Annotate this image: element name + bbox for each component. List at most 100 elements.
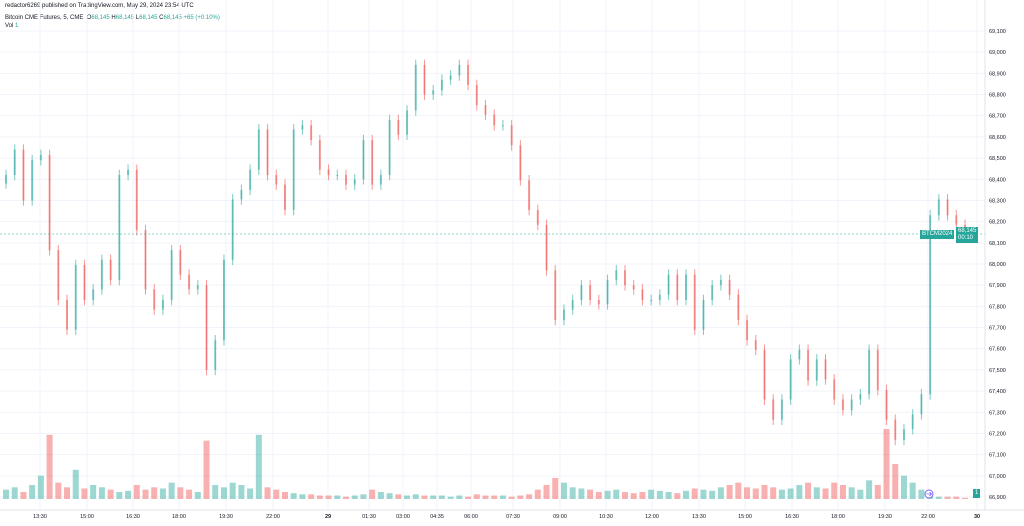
candle-body: [955, 215, 958, 225]
candle-body: [144, 230, 147, 290]
volume-bar: [709, 490, 716, 499]
symbol-name[interactable]: Bitcoin CME Futures, 5, CME: [5, 15, 84, 21]
volume-bar: [430, 495, 437, 499]
volume-bar: [456, 495, 463, 499]
candle-body: [754, 340, 757, 350]
volume-bar: [386, 493, 393, 499]
time-tick-label: 04:35: [430, 514, 444, 520]
candle-body: [667, 274, 670, 295]
volume-bar: [900, 475, 907, 499]
price-tick-label: 68,900: [989, 71, 1006, 77]
price-tick-label: 69,000: [989, 50, 1006, 56]
open-value: 68,145: [91, 15, 110, 21]
time-tick-label: 19:30: [878, 514, 892, 520]
volume-bar: [552, 478, 559, 499]
candle-body: [196, 285, 199, 290]
candle-body: [257, 129, 260, 170]
volume-bar: [630, 493, 637, 499]
volume-bar: [290, 493, 297, 499]
volume-bar: [116, 492, 123, 499]
volume-bar: [534, 489, 541, 499]
candle-body: [606, 279, 609, 305]
candle-body: [170, 250, 173, 301]
price-tick-label: 68,700: [989, 114, 1006, 120]
volume-bars: [3, 429, 968, 499]
volume-bar: [526, 494, 533, 499]
volume-bar: [813, 487, 820, 499]
candle-body: [763, 349, 766, 400]
volume-bar: [892, 464, 899, 499]
candle-body: [205, 285, 208, 370]
candle-body: [388, 119, 391, 176]
volume-bar: [308, 494, 315, 499]
candle-body: [737, 294, 740, 321]
volume-bar: [839, 485, 846, 499]
volume-bar: [517, 495, 524, 499]
volume-bar: [491, 495, 498, 499]
time-axis[interactable]: 13:30 15:00 16:30 18:00 19:30 22:00 29 01:30 03:…: [33, 514, 980, 520]
price-axis[interactable]: 69,100 69,000 68,900 68,800 68,700 68,600 68,5…: [989, 29, 1006, 501]
volume-bar: [377, 492, 384, 499]
candle-body: [74, 265, 77, 330]
volume-bar: [621, 492, 628, 499]
volume-bar: [159, 488, 166, 499]
last-price-tag: 68,145 00:10: [956, 227, 979, 243]
candle-body: [562, 309, 565, 321]
volume-bar: [962, 497, 968, 499]
candle-body: [868, 349, 871, 395]
volume-bar: [334, 495, 341, 499]
time-tick-label: 16:30: [785, 514, 799, 520]
price-tick-label: 68,100: [989, 241, 1006, 247]
candle-body: [571, 300, 574, 310]
volume-bar: [796, 485, 803, 499]
volume-bar: [81, 488, 88, 499]
candle-body: [48, 154, 51, 251]
candle-body: [597, 300, 600, 305]
candle-body: [214, 340, 217, 370]
candle-body: [493, 114, 496, 126]
event-marker-icon[interactable]: [924, 489, 934, 499]
candle-body: [318, 140, 321, 170]
price-tick-label: 68,800: [989, 93, 1006, 99]
candle-body: [859, 394, 862, 400]
volume-bar: [125, 490, 132, 499]
candle-body: [528, 180, 531, 210]
change-value: +65 (+0.10%): [183, 15, 220, 21]
volume-bar: [90, 485, 97, 499]
price-tick-label: 68,400: [989, 177, 1006, 183]
candle-body: [650, 300, 653, 302]
candle-body: [850, 399, 853, 411]
volume-bar: [98, 487, 105, 499]
candle-body: [31, 160, 34, 201]
volume-bar: [909, 482, 916, 499]
volume-bar: [107, 489, 114, 499]
candle-body: [39, 154, 42, 161]
candle-body: [362, 140, 365, 180]
volume-bar: [238, 485, 245, 499]
candle-body: [885, 390, 888, 420]
price-tick-label: 67,700: [989, 326, 1006, 332]
candle-body: [920, 394, 923, 415]
volume-bar: [421, 495, 428, 499]
volume-bar: [438, 495, 445, 499]
candle-body: [292, 129, 295, 210]
volume-bar: [499, 495, 506, 499]
volume-bar: [726, 485, 733, 499]
volume-bar: [229, 482, 236, 499]
volume-bar: [29, 485, 36, 499]
high-value: 68,145: [115, 15, 135, 21]
volume-bar: [770, 487, 777, 499]
volume-bar: [874, 485, 881, 499]
volume-bar: [64, 487, 71, 499]
candle-body: [589, 285, 592, 301]
candle-body: [13, 149, 16, 176]
candle-body: [876, 349, 879, 391]
volume-bar: [316, 495, 323, 499]
volume-bar: [665, 492, 672, 499]
time-tick-label: 29: [325, 514, 331, 520]
volume-bar: [683, 490, 690, 499]
volume-bar: [857, 489, 864, 499]
candle-body: [231, 199, 234, 260]
volume-bar: [656, 490, 663, 499]
